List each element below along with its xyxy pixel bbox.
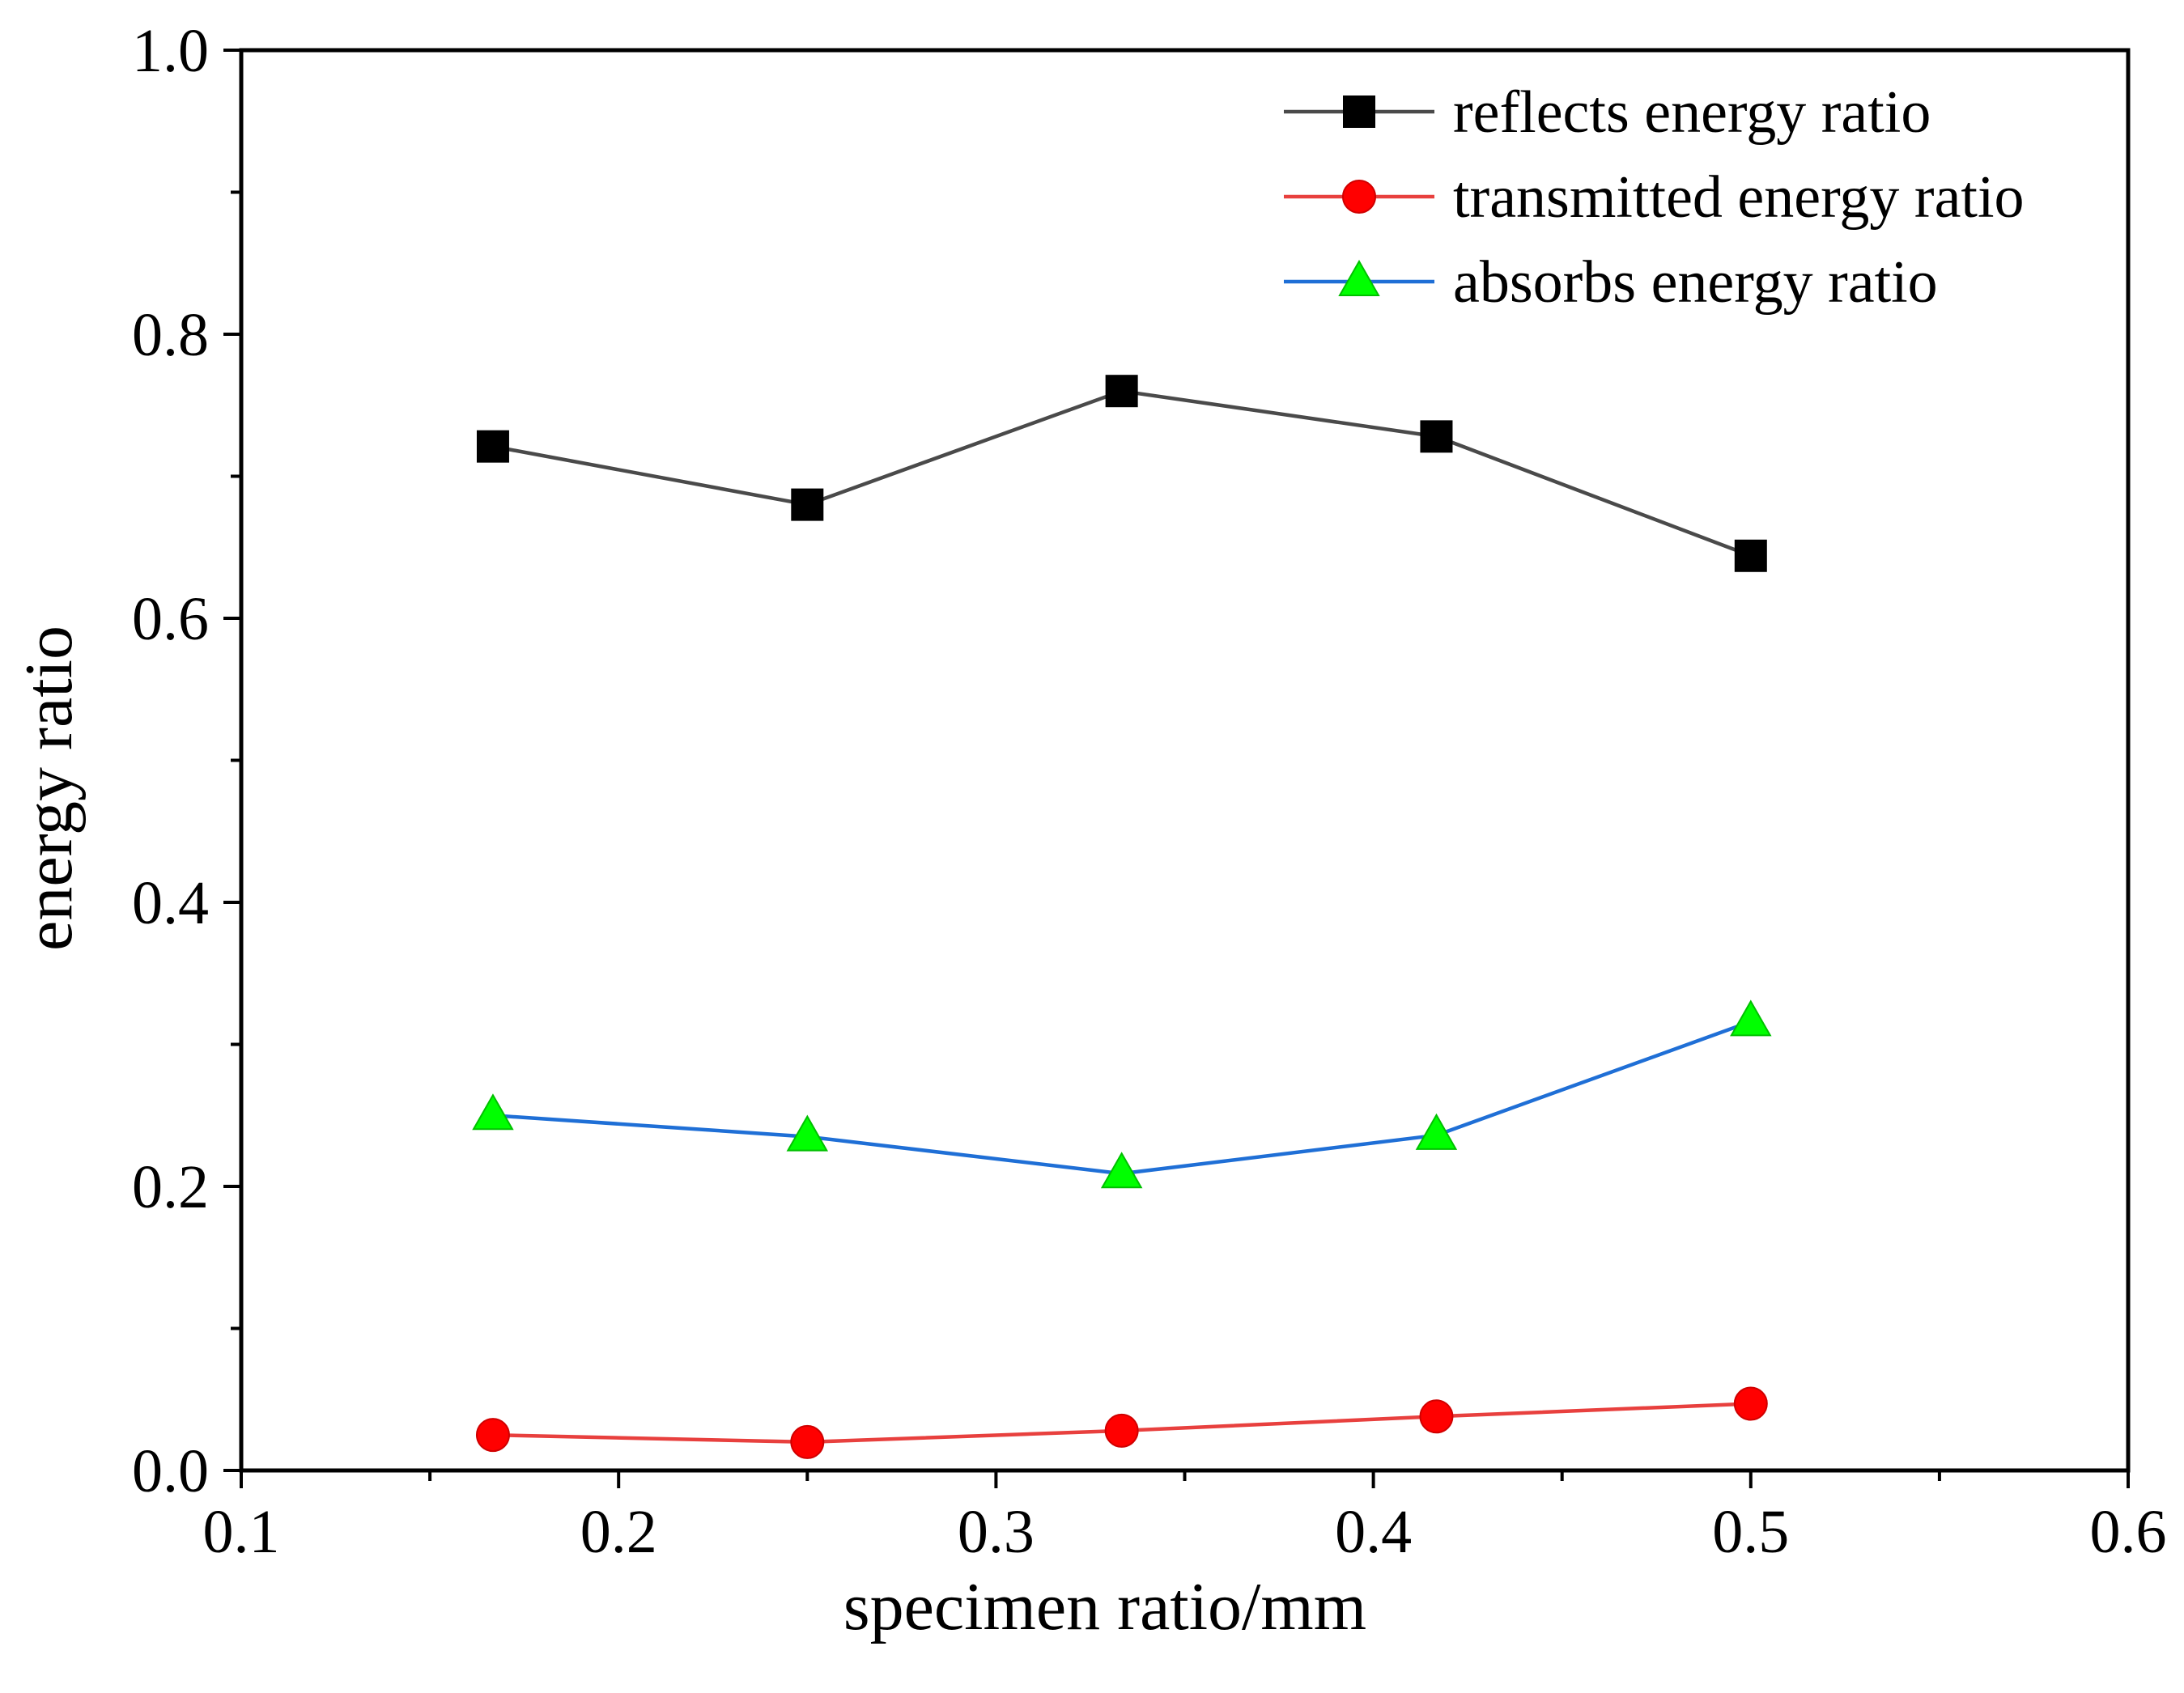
x-tick-label: 0.1 [203, 1498, 280, 1566]
absorbs-data-point [1730, 999, 1772, 1037]
reflects-data-point [791, 488, 824, 521]
legend: reflects energy ratio transmitted energy … [1284, 79, 2025, 316]
x-tick-label: 0.5 [1712, 1498, 1789, 1566]
reflects-data-point [1734, 539, 1767, 572]
transmitted-data-point [1104, 1413, 1139, 1448]
reflects-data-point [1420, 420, 1453, 453]
y-axis-label: energy ratio [11, 626, 87, 951]
x-tick-label: 0.2 [580, 1498, 657, 1566]
reflects-data-point [1105, 375, 1138, 408]
legend-label-absorbs: absorbs energy ratio [1453, 249, 1938, 316]
transmitted-data-point [790, 1424, 825, 1459]
plot-frame [239, 48, 2131, 1473]
axis-ticks: 0.1 0.2 0.3 0.4 0.5 0.6 0.0 0.2 0.4 0.6 0.8 1.0 [132, 17, 2167, 1566]
y-tick-label: 0.0 [132, 1437, 209, 1505]
y-tick-label: 0.6 [132, 585, 209, 653]
absorbs-data-point [472, 1093, 514, 1131]
absorbs-data-point [786, 1114, 829, 1152]
reflects-data-point [476, 430, 509, 463]
transmitted-data-point [475, 1418, 510, 1453]
absorbs-data-point [1100, 1152, 1143, 1189]
transmitted-data-point [1419, 1399, 1454, 1434]
x-tick-label: 0.3 [958, 1498, 1035, 1566]
series-layer [472, 375, 1772, 1459]
legend-marker-reflects [1343, 95, 1375, 128]
transmitted-data-point [1733, 1386, 1768, 1421]
x-axis-label: specimen ratio/mm [843, 1569, 1366, 1644]
x-tick-label: 0.6 [2090, 1498, 2167, 1566]
legend-label-reflects: reflects energy ratio [1453, 79, 1931, 146]
legend-label-transmitted: transmitted energy ratio [1453, 164, 2025, 231]
x-tick-label: 0.4 [1335, 1498, 1412, 1566]
y-tick-label: 1.0 [132, 17, 209, 85]
absorbs-data-point [1415, 1113, 1458, 1150]
y-tick-label: 0.2 [132, 1153, 209, 1221]
legend-marker-transmitted [1342, 180, 1376, 214]
legend-marker-absorbs [1338, 259, 1380, 296]
y-tick-label: 0.4 [132, 869, 209, 937]
y-tick-label: 0.8 [132, 301, 209, 369]
